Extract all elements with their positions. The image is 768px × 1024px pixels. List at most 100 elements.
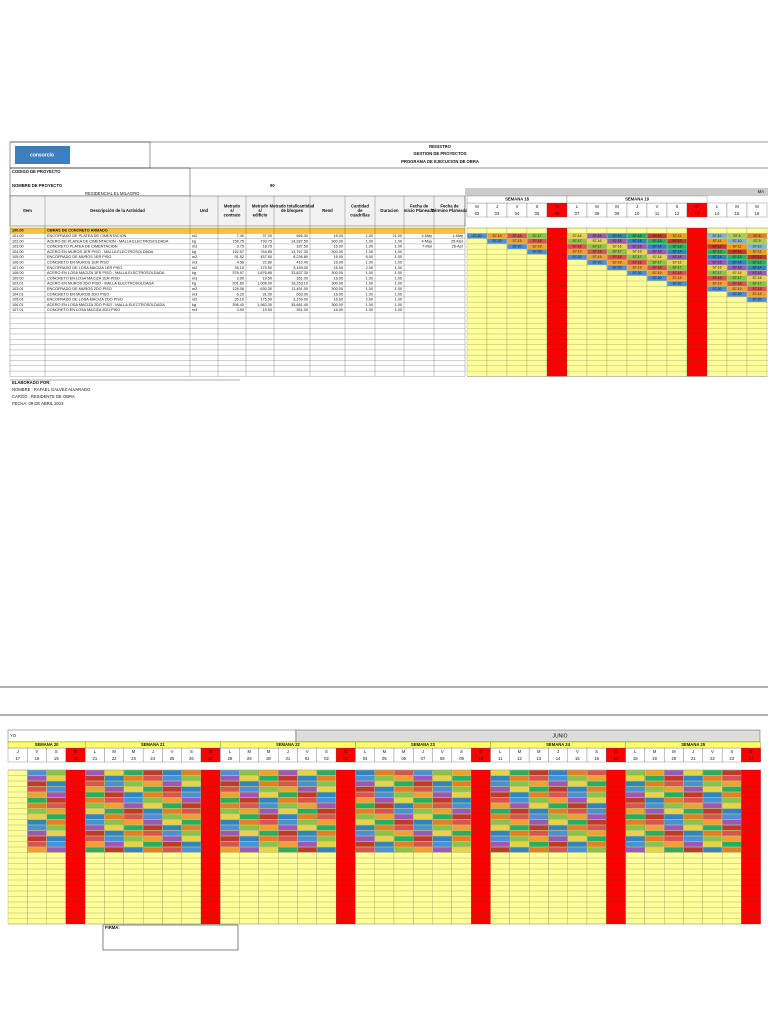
task-cell	[645, 775, 664, 781]
task-code: S7-14	[632, 239, 641, 243]
task-cell	[278, 803, 298, 809]
cell: 91.52	[234, 255, 244, 259]
day-date: 17	[15, 756, 20, 761]
task-cell	[722, 814, 742, 820]
task-cell	[143, 792, 163, 798]
task-cell	[162, 775, 182, 781]
day-date: 12	[675, 211, 680, 216]
task-cell	[85, 770, 105, 776]
cell: 102.00	[12, 239, 24, 243]
day-letter: J	[17, 749, 19, 754]
task-cell	[432, 786, 452, 792]
task-cell	[297, 781, 317, 787]
task-code: S7-11	[733, 244, 742, 248]
task-cell	[664, 847, 684, 853]
task-cell	[355, 836, 375, 842]
task-code: S7-19	[632, 266, 641, 270]
day-letter: V	[441, 749, 444, 754]
task-cell	[85, 808, 105, 814]
task-cell	[647, 276, 667, 281]
day-date: 15	[735, 211, 740, 216]
task-cell	[747, 281, 767, 286]
task-cell	[162, 825, 182, 831]
task-cell	[27, 792, 47, 798]
cell: 1.00	[366, 260, 373, 264]
task-cell	[278, 830, 298, 836]
cell: 300.00	[331, 250, 343, 254]
task-code: S7-15	[732, 266, 741, 270]
task-cell	[239, 792, 259, 798]
task-cell	[627, 233, 647, 239]
task-cell	[104, 797, 124, 803]
task-cell	[143, 808, 163, 814]
task-cell	[507, 233, 527, 239]
task-cell	[645, 770, 664, 776]
task-cell	[375, 825, 394, 831]
day-date: 24	[749, 756, 754, 761]
task-cell	[239, 819, 259, 825]
cell: 1.00	[366, 308, 373, 312]
task-cell	[452, 808, 471, 814]
cell: kg	[192, 271, 196, 275]
task-cell	[259, 825, 278, 831]
task-code: S7-15	[612, 239, 621, 243]
day-letter: V	[656, 204, 659, 209]
task-cell	[510, 797, 529, 803]
day-date: 01	[305, 756, 310, 761]
task-cell	[27, 797, 47, 803]
activity-name: ACERO EN MUROS 1ER PISO - MALLA ELECTROS…	[47, 250, 154, 254]
cell: 300.00	[331, 271, 343, 275]
task-cell	[375, 836, 394, 842]
task-cell	[432, 830, 452, 836]
day-letter: D	[344, 749, 347, 754]
day-letter: M	[475, 204, 479, 209]
cell: 158.75	[232, 239, 244, 243]
task-code: S7-19	[752, 292, 761, 296]
cell: 13,767.30	[291, 250, 308, 254]
footer-line: FECHA: 09 DE ABRIL 2013	[12, 401, 64, 406]
day-date: 23	[729, 756, 734, 761]
task-cell	[510, 819, 529, 825]
task-cell	[529, 836, 549, 842]
day-letter: L	[364, 749, 367, 754]
task-cell	[394, 819, 413, 825]
column-header: Fecha de Término Planeada	[431, 204, 468, 214]
task-cell	[625, 797, 645, 803]
task-cell	[104, 825, 124, 831]
cell: 106.00	[12, 260, 24, 264]
task-cell	[568, 797, 587, 803]
task-cell	[587, 803, 606, 809]
task-cell	[143, 847, 163, 853]
task-cell	[317, 841, 336, 847]
cell: 100.00	[12, 229, 24, 233]
task-cell	[625, 792, 645, 798]
task-cell	[703, 808, 722, 814]
task-cell	[647, 249, 667, 255]
task-cell	[413, 836, 433, 842]
task-cell	[529, 797, 549, 803]
task-cell	[625, 775, 645, 781]
day-letter: V	[306, 749, 309, 754]
task-cell	[667, 270, 687, 276]
cell: kg	[192, 250, 196, 254]
task-cell	[587, 254, 607, 260]
task-cell	[239, 781, 259, 787]
task-cell	[278, 841, 298, 847]
task-cell	[587, 819, 606, 825]
task-cell	[278, 814, 298, 820]
task-cell	[220, 797, 240, 803]
cell: 18.75	[262, 245, 272, 249]
task-cell	[432, 775, 452, 781]
task-cell	[722, 825, 742, 831]
task-code: S7-11	[673, 234, 682, 238]
day-letter: M	[755, 204, 759, 209]
cell: 300.00	[331, 239, 343, 243]
task-cell	[394, 847, 413, 853]
task-cell	[297, 786, 317, 792]
task-cell	[394, 781, 413, 787]
task-cell	[297, 830, 317, 836]
day-date: 21	[93, 756, 98, 761]
task-cell	[747, 270, 767, 276]
task-cell	[46, 847, 66, 853]
